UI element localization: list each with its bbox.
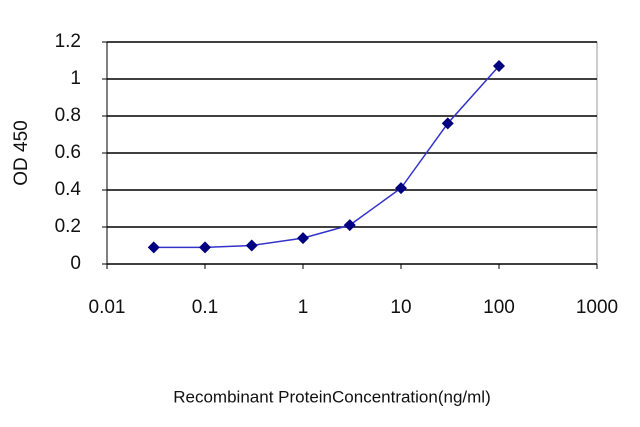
x-tick-label: 10 — [390, 297, 411, 318]
x-tick-label: 1000 — [576, 297, 618, 318]
x-tick-label: 100 — [483, 297, 515, 318]
data-marker — [245, 239, 258, 252]
data-marker — [199, 241, 211, 254]
data-marker — [441, 117, 454, 130]
y-tick-label: 0.2 — [55, 216, 81, 237]
data-marker — [395, 182, 407, 195]
data-marker — [147, 241, 160, 254]
data-line — [153, 65, 500, 249]
data-marker — [343, 219, 356, 232]
x-tick-label: 1 — [298, 297, 309, 318]
y-tick-label: 0.6 — [55, 142, 81, 163]
y-tick-label: 1.2 — [55, 31, 81, 52]
y-tick-label: 0.8 — [55, 105, 81, 126]
y-tick-label: 0 — [70, 253, 81, 274]
data-marker — [493, 60, 505, 73]
x-axis-label: Recombinant ProteinConcentration(ng/ml) — [173, 387, 491, 406]
x-tick-label: 0.1 — [192, 297, 218, 318]
data-marker — [297, 232, 309, 245]
y-tick-label: 1 — [70, 68, 81, 89]
y-axis-label: OD 450 — [11, 120, 32, 185]
y-tick-label: 0.4 — [55, 179, 82, 200]
x-tick-label: 0.01 — [89, 297, 126, 318]
